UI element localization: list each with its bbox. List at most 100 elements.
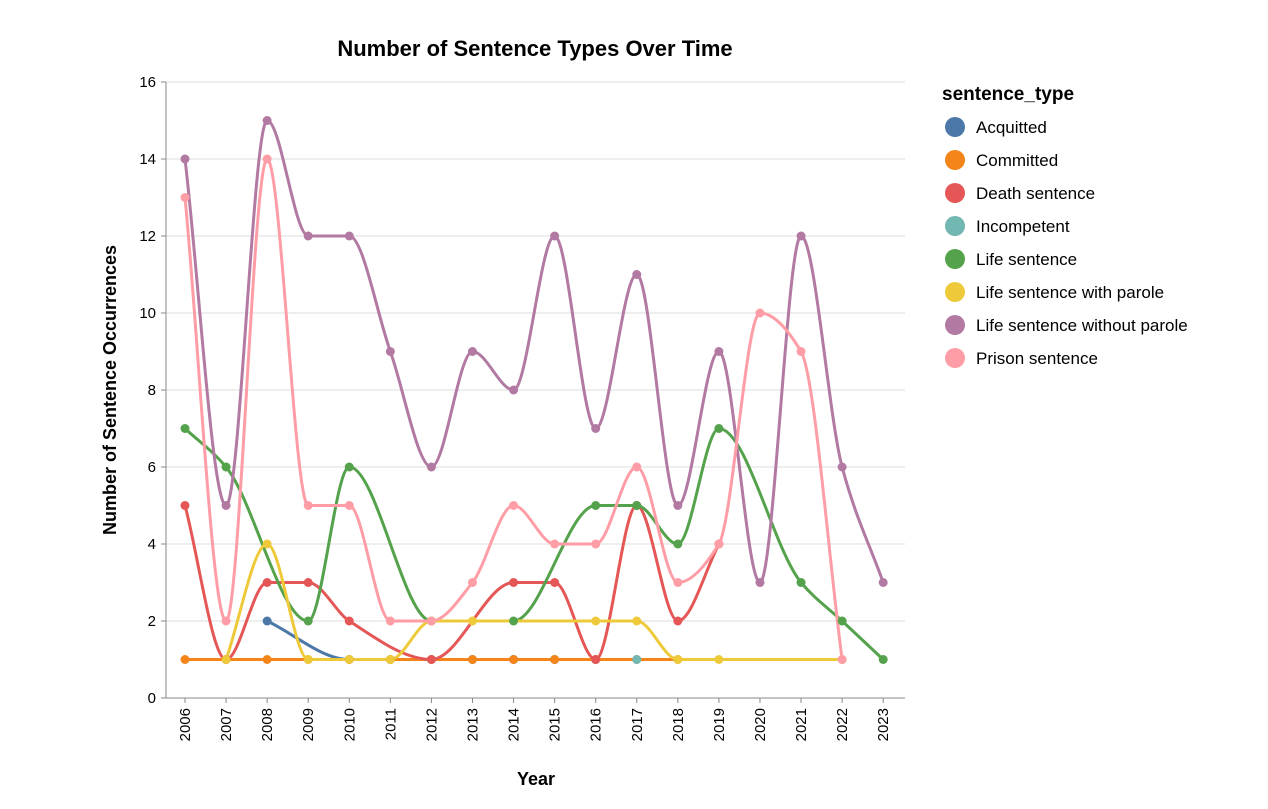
data-point-life-sentence-without-parole	[591, 424, 601, 433]
x-tick-label: 2019	[711, 708, 728, 741]
data-point-life-sentence-without-parole	[385, 347, 395, 356]
data-point-prison-sentence	[509, 501, 519, 510]
legend-swatch-life-sentence	[945, 249, 965, 269]
y-tick-label: 16	[139, 74, 156, 91]
data-point-life-sentence-without-parole	[714, 347, 724, 356]
data-point-prison-sentence	[796, 347, 806, 356]
legend: sentence_type Acquitted Committed Death se…	[942, 84, 1188, 368]
data-point-life-sentence-with-parole	[591, 616, 601, 626]
gridlines	[166, 81, 905, 699]
data-point-prison-sentence	[837, 655, 847, 664]
data-point-life-sentence	[509, 616, 519, 626]
data-point-incompetent	[632, 655, 642, 664]
data-point-prison-sentence	[550, 539, 560, 549]
data-point-prison-sentence	[467, 578, 477, 587]
data-point-life-sentence	[221, 462, 231, 472]
data-point-life-sentence	[837, 616, 847, 626]
x-tick-label: 2007	[218, 708, 235, 741]
axes: 0 2 4 6 8 10 12 14 16 2006 2007 2008 2009 2010 2011 201…	[139, 74, 905, 741]
legend-swatch-incompetent	[945, 216, 965, 236]
data-point-prison-sentence	[632, 462, 642, 472]
data-point-life-sentence	[673, 539, 683, 549]
y-tick-label: 2	[148, 613, 156, 630]
x-tick-label: 2023	[875, 708, 892, 741]
data-point-death-sentence	[550, 578, 560, 587]
data-point-prison-sentence	[755, 308, 765, 318]
data-point-life-sentence-with-parole	[303, 655, 313, 664]
y-tick-label: 6	[148, 459, 156, 476]
x-tick-label: 2022	[834, 708, 851, 741]
data-point-prison-sentence	[673, 578, 683, 587]
legend-label-acquitted: Acquitted	[976, 118, 1047, 137]
data-point-prison-sentence	[303, 501, 313, 510]
data-point-prison-sentence	[344, 501, 354, 510]
series-line-acquitted	[265, 619, 598, 661]
y-tick-label: 4	[148, 536, 156, 553]
legend-label-prison-sentence: Prison sentence	[976, 349, 1098, 368]
legend-swatch-death-sentence	[945, 183, 965, 203]
data-point-life-sentence-without-parole	[878, 578, 888, 587]
data-point-life-sentence-without-parole	[755, 578, 765, 587]
data-point-life-sentence-without-parole	[262, 116, 272, 125]
data-point-life-sentence-with-parole	[714, 655, 724, 664]
legend-swatch-committed	[945, 150, 965, 170]
x-tick-label: 2012	[423, 708, 440, 741]
y-tick-label: 12	[139, 228, 156, 245]
data-point-death-sentence	[673, 616, 683, 626]
data-point-life-sentence-without-parole	[632, 270, 642, 279]
x-tick-label: 2008	[259, 708, 276, 741]
data-point-prison-sentence	[180, 193, 190, 202]
legend-title: sentence_type	[942, 84, 1074, 105]
data-point-life-sentence	[714, 424, 724, 433]
x-tick-label: 2016	[588, 708, 605, 741]
data-point-committed	[550, 655, 560, 664]
x-tick-label: 2011	[382, 708, 399, 740]
data-point-prison-sentence	[221, 616, 231, 626]
y-axis-title: Number of Sentence Occurrences	[100, 245, 120, 535]
legend-swatch-prison-sentence	[945, 348, 965, 368]
series-line-life-sentence-with-parole	[224, 542, 844, 662]
y-tick-label: 0	[148, 690, 156, 707]
data-point-life-sentence	[303, 616, 313, 626]
x-tick-label: 2013	[464, 708, 481, 741]
series-points	[180, 116, 888, 664]
data-point-committed	[467, 655, 477, 664]
legend-swatch-life-sentence-without-parole	[945, 315, 965, 335]
data-point-death-sentence	[344, 616, 354, 626]
x-tick-label: 2009	[300, 708, 317, 741]
x-tick-label: 2018	[670, 708, 687, 741]
x-axis-title: Year	[517, 769, 555, 789]
y-tick-label: 8	[148, 382, 156, 399]
data-point-life-sentence-without-parole	[673, 501, 683, 510]
y-tick-label: 10	[139, 305, 156, 322]
data-point-death-sentence	[426, 655, 436, 664]
data-point-life-sentence-without-parole	[796, 231, 806, 241]
data-point-life-sentence-with-parole	[385, 655, 395, 664]
data-point-life-sentence	[344, 462, 354, 472]
data-point-prison-sentence	[426, 616, 436, 626]
x-tick-label: 2017	[629, 708, 646, 741]
legend-label-life-sentence-with-parole: Life sentence with parole	[976, 283, 1164, 302]
data-point-life-sentence-with-parole	[262, 539, 272, 549]
legend-label-committed: Committed	[976, 151, 1058, 170]
x-tick-label: 2015	[547, 708, 564, 741]
data-point-life-sentence-with-parole	[344, 655, 354, 664]
data-point-life-sentence	[591, 501, 601, 510]
x-tick-label: 2021	[793, 708, 810, 741]
data-point-life-sentence-without-parole	[180, 154, 190, 164]
data-point-life-sentence	[878, 655, 888, 664]
legend-swatch-life-sentence-with-parole	[945, 282, 965, 302]
x-tick-label: 2020	[752, 708, 769, 741]
data-point-death-sentence	[591, 655, 601, 664]
data-point-committed	[509, 655, 519, 664]
x-tick-label: 2006	[177, 708, 194, 741]
data-point-committed	[180, 655, 190, 664]
series-line-death-sentence	[183, 504, 721, 661]
data-point-life-sentence-without-parole	[550, 231, 560, 241]
data-point-death-sentence	[303, 578, 313, 587]
data-point-life-sentence-with-parole	[632, 616, 642, 626]
chart-title: Number of Sentence Types Over Time	[337, 36, 732, 61]
data-point-death-sentence	[262, 578, 272, 587]
legend-label-life-sentence-without-parole: Life sentence without parole	[976, 316, 1188, 335]
